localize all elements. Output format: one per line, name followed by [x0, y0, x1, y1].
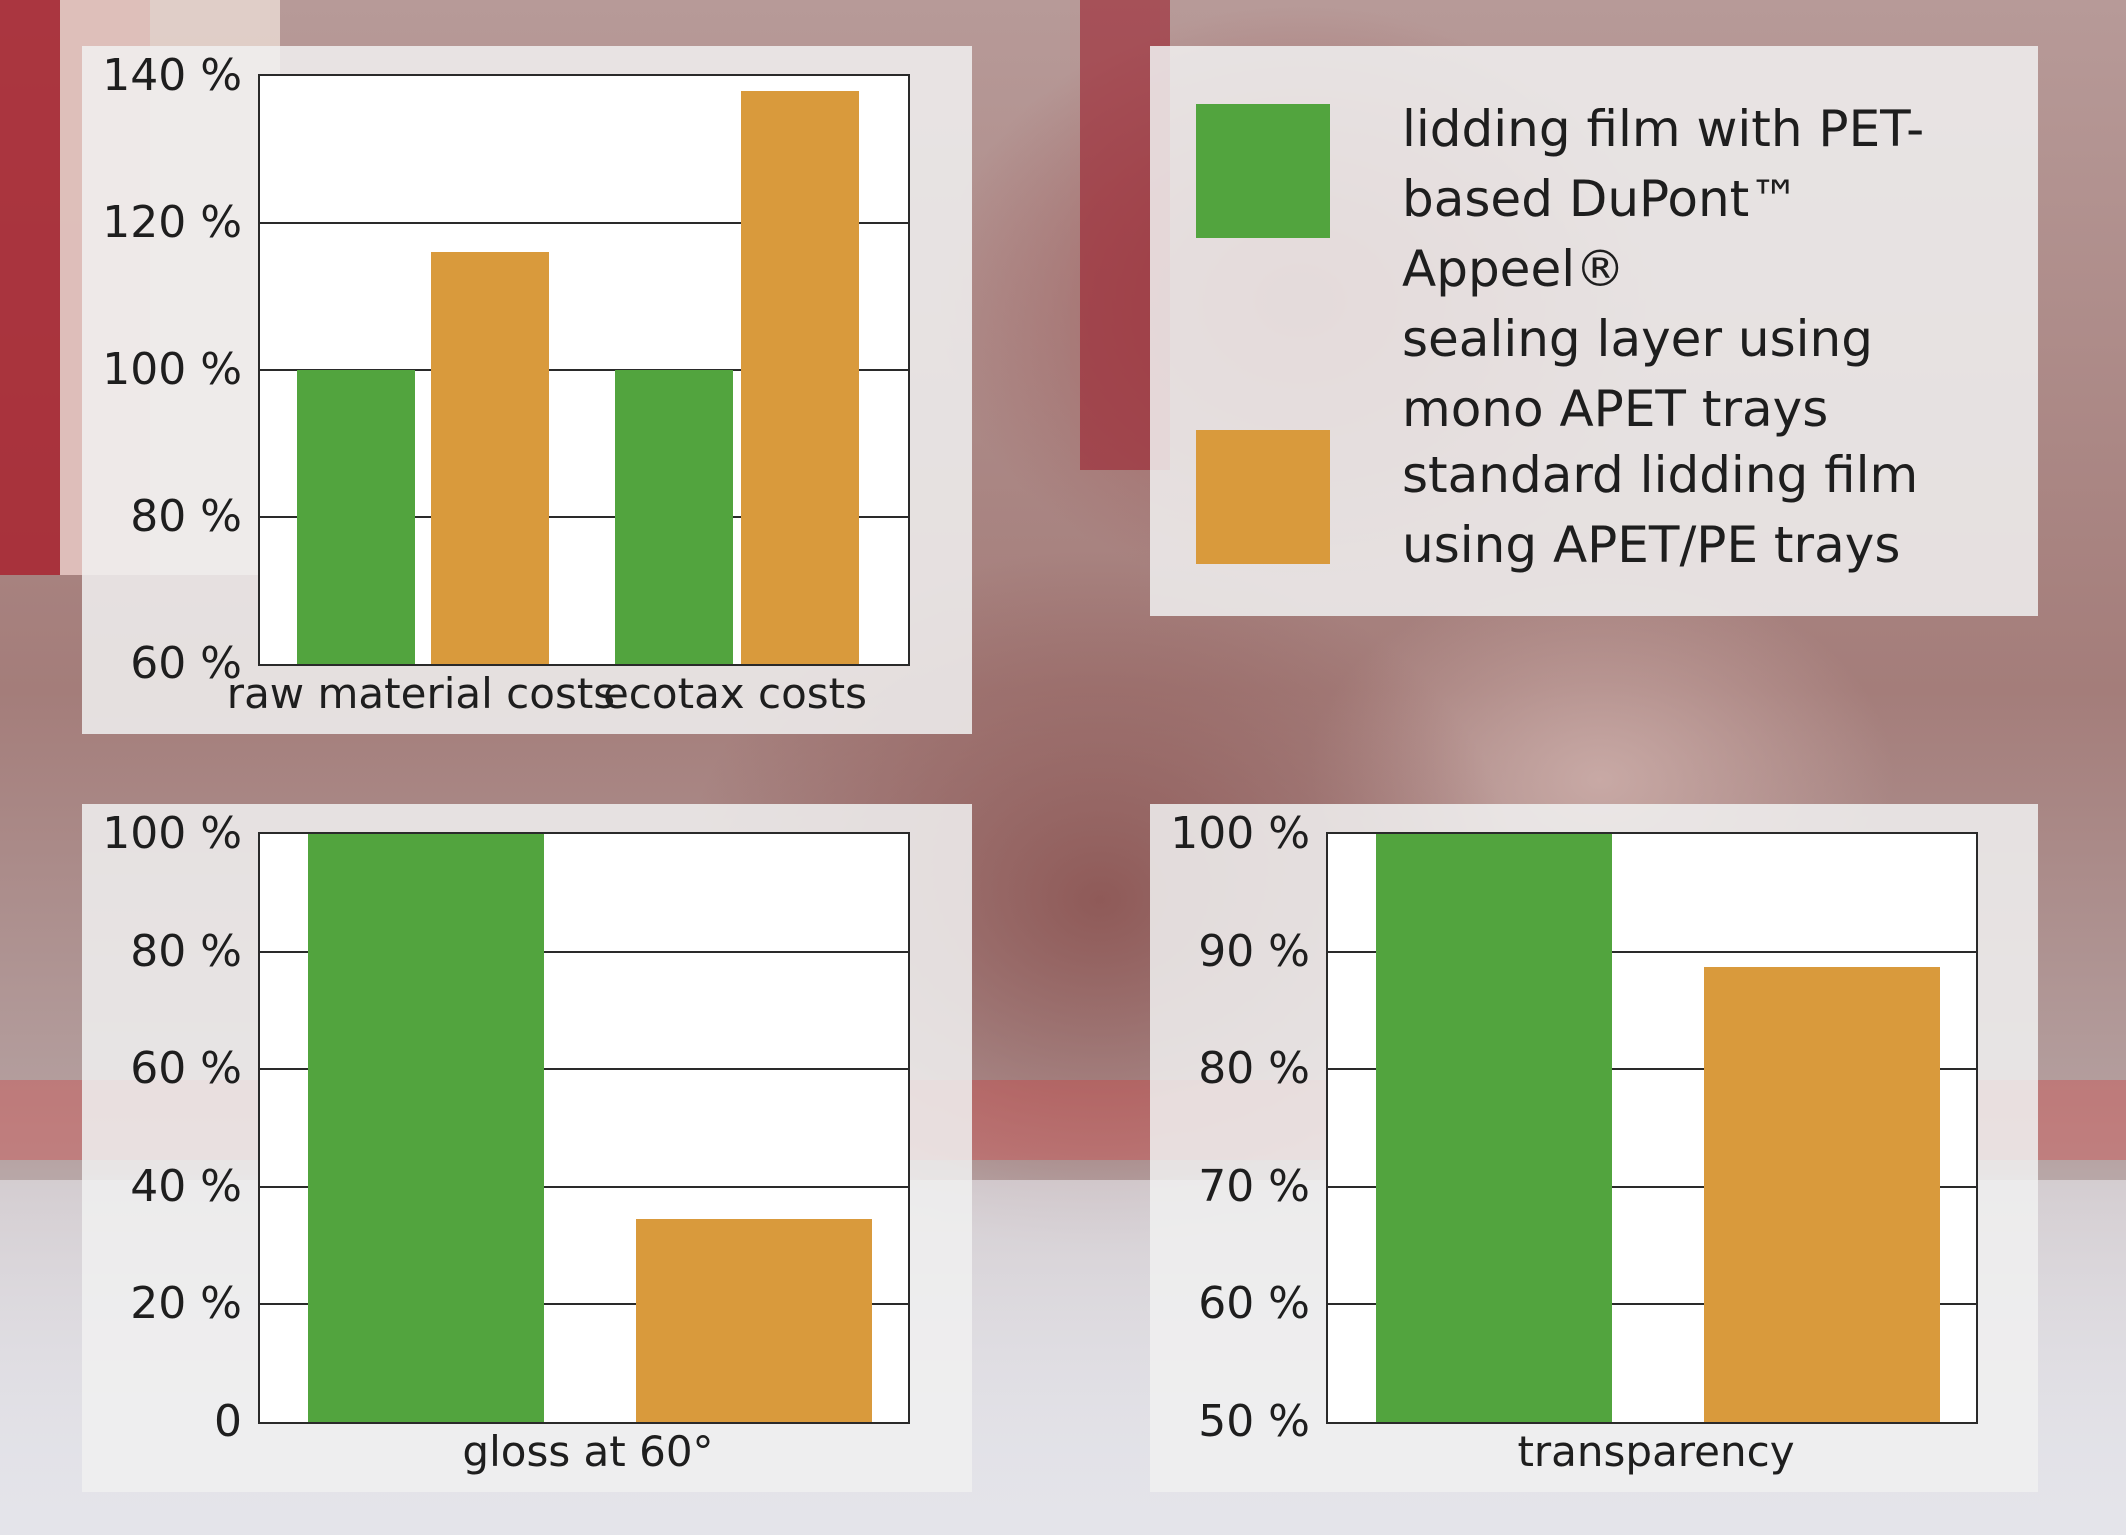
x-category-label: raw material costs — [226, 669, 616, 718]
bar-series1-ecotax-costs — [615, 370, 733, 664]
gridline — [260, 1303, 908, 1306]
gridline — [260, 950, 908, 953]
y-tick-label: 80 % — [130, 491, 242, 542]
bar-series2-ecotax-costs — [741, 90, 859, 664]
y-tick-label: 0 — [214, 1396, 242, 1447]
gloss-plot-area — [258, 832, 910, 1424]
gridline — [1328, 950, 1976, 953]
gridline — [260, 516, 908, 518]
transparency-chart-panel: 50 % 60 % 70 % 80 % 90 % 100 % transparency — [1150, 804, 2038, 1492]
bar-series1-transparency — [1376, 834, 1612, 1422]
gloss-chart-panel: 0 20 % 40 % 60 % 80 % 100 % gloss at 60° — [82, 804, 972, 1492]
legend-swatch-series1 — [1196, 104, 1330, 238]
y-tick-label: 90 % — [1198, 925, 1310, 977]
y-tick-label: 120 % — [102, 197, 242, 248]
gridline — [260, 222, 908, 224]
y-tick-label: 100 % — [102, 344, 242, 395]
legend-label-series1: lidding film with PET- based DuPont™ App… — [1402, 100, 1925, 438]
gridline — [260, 369, 908, 371]
legend-panel: lidding film with PET- based DuPont™ App… — [1150, 46, 2038, 616]
gridline — [1328, 1303, 1976, 1306]
gridline — [1328, 1068, 1976, 1071]
costs-plot-area — [258, 74, 910, 666]
y-tick-label: 100 % — [102, 808, 242, 859]
y-tick-label: 60 % — [130, 638, 242, 689]
x-category-label: ecotax costs — [602, 669, 868, 718]
legend-swatch-series2 — [1196, 430, 1330, 564]
y-tick-label: 140 % — [102, 50, 242, 101]
y-tick-label: 80 % — [130, 925, 242, 977]
transparency-plot-area — [1326, 832, 1978, 1424]
gridline — [260, 1068, 908, 1071]
x-category-label: transparency — [1517, 1427, 1795, 1476]
y-tick-label: 20 % — [130, 1278, 242, 1330]
y-tick-label: 60 % — [130, 1043, 242, 1095]
legend-label-series2: standard lidding film using APET/PE tray… — [1402, 446, 1919, 574]
y-tick-label: 70 % — [1198, 1160, 1310, 1212]
x-category-label: gloss at 60° — [462, 1427, 714, 1476]
bar-series1-gloss-at-60- — [308, 834, 544, 1422]
bar-series2-gloss-at-60- — [636, 1219, 872, 1422]
bar-series2-transparency — [1704, 966, 1940, 1422]
y-tick-label: 60 % — [1198, 1278, 1310, 1330]
y-tick-label: 50 % — [1198, 1396, 1310, 1447]
gridline — [1328, 1185, 1976, 1188]
y-tick-label: 80 % — [1198, 1043, 1310, 1095]
gridline — [260, 1185, 908, 1188]
y-tick-label: 40 % — [130, 1160, 242, 1212]
costs-chart-panel: 60 % 80 % 100 % 120 % 140 % raw material cost… — [82, 46, 972, 734]
bar-series2-raw-material-costs — [431, 252, 549, 664]
bar-series1-raw-material-costs — [297, 370, 415, 664]
y-tick-label: 100 % — [1170, 808, 1310, 859]
